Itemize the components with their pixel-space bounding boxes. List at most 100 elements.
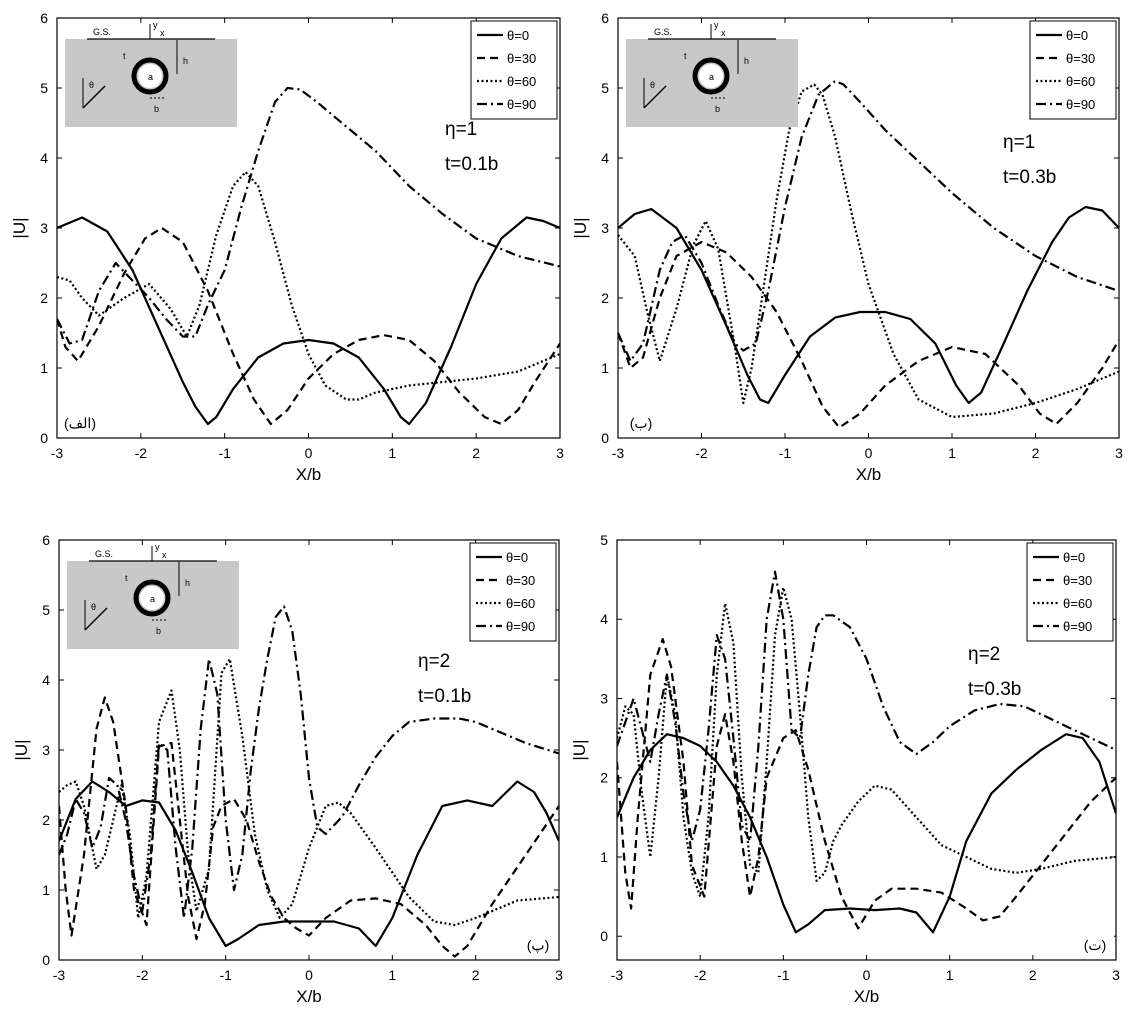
series-line-1: [617, 733, 1116, 934]
y-tick-label: 4: [42, 672, 50, 688]
x-tick-label: 0: [305, 445, 313, 461]
x-tick-label: -3: [612, 445, 625, 461]
y-tick-label: 3: [600, 690, 608, 706]
series-line-2: [618, 240, 1119, 429]
y-label: y: [153, 20, 158, 30]
legend-label-4: θ=90: [507, 97, 536, 112]
t-annotation: t=0.1b: [418, 686, 471, 707]
inset-diagram: G.S. yx h t θ a b: [65, 20, 237, 127]
y-axis-label: |U|: [10, 217, 29, 238]
x-tick-label: 1: [946, 967, 954, 983]
panel-label: (ب): [630, 415, 653, 431]
y-tick-label: 5: [40, 80, 48, 96]
legend-label-2: θ=30: [1063, 573, 1092, 588]
y-tick-label: 6: [42, 532, 50, 548]
x-tick-label: 3: [1115, 445, 1123, 461]
theta-label: θ: [650, 80, 655, 90]
series-line-2: [617, 638, 1116, 930]
series-line-1: [57, 216, 560, 426]
legend-label-3: θ=60: [1063, 596, 1092, 611]
a-label: a: [150, 594, 155, 604]
t-label: t: [123, 51, 126, 61]
legend-label-4: θ=90: [1063, 619, 1092, 634]
legend-label-2: θ=30: [506, 573, 535, 588]
tunnel-lining: [133, 579, 171, 617]
legend-label-3: θ=60: [507, 74, 536, 89]
y-tick-label: 5: [600, 532, 608, 548]
x-axis-label: X/b: [856, 465, 882, 484]
b-label: b: [715, 104, 720, 114]
theta-label: θ: [89, 80, 94, 90]
tunnel-interior: [138, 64, 162, 88]
t-annotation: t=0.1b: [445, 154, 498, 175]
ground-surface-label: G.S.: [93, 27, 111, 37]
h-label: h: [744, 56, 749, 66]
x-label: x: [162, 550, 167, 560]
b-label: b: [156, 626, 161, 636]
y-tick-label: 3: [601, 220, 609, 236]
series-line-2: [57, 226, 560, 426]
x-axis-label: X/b: [296, 987, 322, 1006]
x-tick-label: 2: [1029, 967, 1037, 983]
series-group: [617, 570, 1116, 934]
inset-diagram: G.S. yx h t θ a b: [626, 20, 798, 127]
y-tick-label: 4: [40, 150, 48, 166]
panel-label: (الف): [64, 415, 96, 431]
x-label: x: [721, 28, 726, 38]
y-tick-label: 1: [601, 360, 609, 376]
legend: θ=0 θ=30 θ=60 θ=90: [470, 20, 558, 120]
chart-panel-4: -3 -2 -1 0 1 2 3 0 1 2 3 4 5 X/b |U| η=2 t=0.3b (ت) θ=0 θ=3…: [570, 532, 1120, 1006]
x-axis-label: X/b: [296, 465, 322, 484]
x-tick-label: 0: [305, 967, 313, 983]
y-tick-label: 4: [601, 150, 609, 166]
x-tick-label: -1: [777, 967, 790, 983]
series-line-4: [59, 605, 559, 920]
y-tick-label: 0: [42, 952, 50, 968]
y-tick-label: 4: [600, 611, 608, 627]
x-label: x: [160, 28, 165, 38]
series-group: [59, 605, 559, 958]
h-label: h: [185, 578, 190, 588]
theta-label: θ: [91, 602, 96, 612]
x-tick-label: 1: [388, 445, 396, 461]
y-tick-label: 2: [600, 770, 608, 786]
legend-label-1: θ=0: [1066, 28, 1088, 43]
tunnel-lining: [692, 57, 730, 95]
x-tick-label: -3: [51, 445, 64, 461]
eta-annotation: η=1: [445, 119, 477, 140]
y-tick-label: 1: [40, 360, 48, 376]
legend-label-1: θ=0: [507, 28, 529, 43]
x-tick-label: -1: [779, 445, 792, 461]
x-tick-label: -2: [694, 967, 707, 983]
y-axis-label: |U|: [571, 217, 590, 238]
tunnel-interior: [699, 64, 723, 88]
eta-annotation: η=1: [1003, 132, 1035, 153]
panel-label: (پ): [527, 937, 550, 954]
chart-panel-3: -3 -2 -1 0 1 2 30123456X/b|U|η=2t=0.1b(پ)θ=0θ=…: [12, 532, 563, 1006]
b-label: b: [154, 104, 159, 114]
legend-label-1: θ=0: [506, 550, 528, 565]
x-axis-label: X/b: [854, 987, 880, 1006]
y-tick-label: 5: [42, 602, 50, 618]
legend-label-3: θ=60: [506, 596, 535, 611]
y-label: y: [155, 542, 160, 552]
t-label: t: [684, 51, 687, 61]
y-tick-label: 3: [42, 742, 50, 758]
y-tick-label: 6: [601, 10, 609, 26]
legend-label-1: θ=0: [1063, 550, 1085, 565]
legend-box: [470, 20, 558, 120]
y-tick-label: 2: [42, 812, 50, 828]
x-tick-label: 1: [388, 967, 396, 983]
x-tick-label: -3: [53, 967, 66, 983]
chart-panel-2: -3 -2 -1 0 1 2 30123456X/b|U|η=1t=0.3b(ب)θ=0θ=…: [571, 10, 1123, 484]
x-tick-label: 1: [948, 445, 956, 461]
y-axis-label: |U|: [12, 739, 31, 760]
panel-label: (ت): [1084, 937, 1107, 953]
x-tick-label: 2: [472, 445, 480, 461]
incident-wave-arrow: [82, 85, 106, 109]
legend-box: [1029, 20, 1117, 120]
x-tick-label: 3: [556, 445, 564, 461]
legend-box: [469, 542, 557, 642]
legend: θ=0 θ=30 θ=60 θ=90: [469, 542, 557, 642]
